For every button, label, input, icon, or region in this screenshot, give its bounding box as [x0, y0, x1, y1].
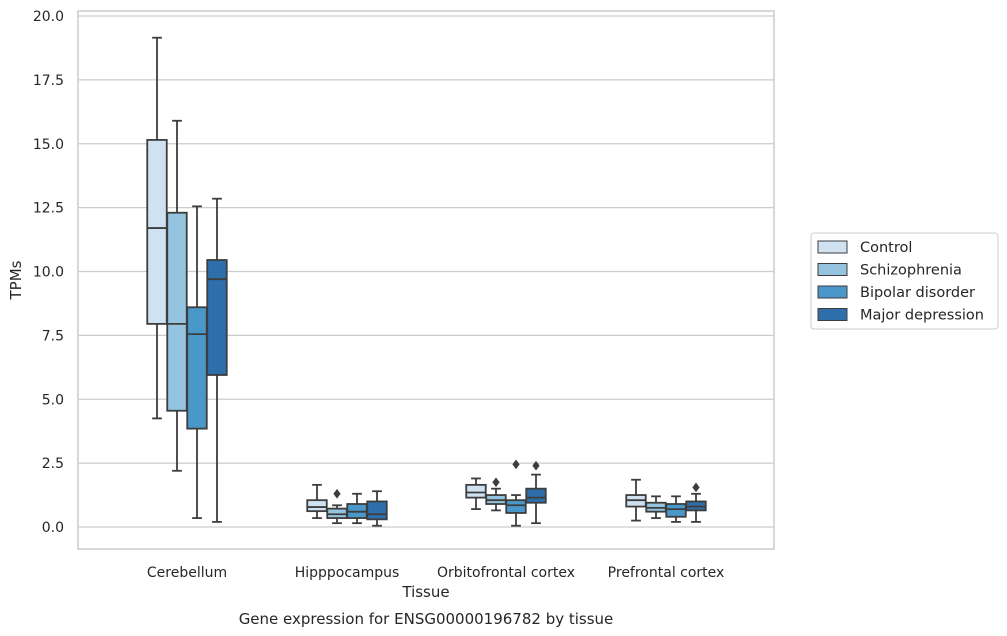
box-bipolar-disorder-0 — [186, 205, 208, 519]
x-tick-label: Orbitofrontal cortex — [437, 565, 575, 581]
outlier-point — [532, 460, 540, 471]
box-schizophrenia-1 — [326, 488, 348, 525]
legend: Control Schizophrenia Bipolar disorder Majo… — [810, 232, 999, 330]
legend-swatch — [817, 308, 848, 321]
y-tick-label: 7.5 — [42, 328, 64, 344]
box-body — [166, 211, 188, 412]
box-bipolar-disorder-1 — [346, 492, 368, 525]
y-tick-label: 0.0 — [42, 520, 64, 536]
box-control-0 — [146, 36, 168, 420]
outlier-point — [492, 477, 500, 488]
legend-swatch — [817, 263, 848, 276]
plot-frame — [77, 10, 775, 550]
box-body — [465, 483, 487, 499]
box-control-3 — [625, 478, 647, 522]
legend-swatch — [817, 240, 848, 254]
y-tick-label: 5.0 — [42, 392, 64, 408]
box-major-depression-2 — [525, 460, 547, 525]
legend-swatch — [817, 285, 848, 299]
box-schizophrenia-0 — [166, 119, 188, 472]
x-tick-labels: Cerebellum Hipppocampus Orbitofrontal cort… — [147, 565, 724, 581]
x-axis-label: Tissue — [401, 583, 449, 601]
legend-entry-label: Bipolar disorder — [860, 285, 975, 301]
outlier-point — [692, 482, 700, 493]
box-body — [366, 500, 388, 521]
y-tick-label: 17.5 — [33, 73, 64, 89]
box-body — [206, 259, 228, 376]
legend-entry-label: Control — [860, 240, 912, 256]
legend-entry-label: Major depression — [860, 308, 984, 324]
chart-caption: Gene expression for ENSG00000196782 by t… — [239, 610, 614, 628]
box-schizophrenia-2 — [485, 477, 507, 512]
box-bipolar-disorder-2 — [505, 459, 527, 527]
box-body — [306, 499, 328, 513]
outlier-point — [512, 459, 520, 470]
legend-frame — [810, 232, 999, 330]
x-tick-label: Cerebellum — [147, 565, 227, 581]
box-control-2 — [465, 477, 487, 511]
y-axis-label: TPMs — [7, 260, 25, 300]
y-tick-label: 15.0 — [33, 137, 64, 153]
y-tick-label: 10.0 — [33, 265, 64, 281]
box-body — [186, 306, 208, 430]
y-tick-label: 20.0 — [33, 9, 64, 25]
box-body — [505, 499, 527, 514]
box-body — [146, 139, 168, 325]
box-major-depression-0 — [206, 197, 228, 523]
x-tick-label: Prefrontal cortex — [608, 565, 725, 581]
box-body — [665, 503, 687, 518]
box-major-depression-3 — [685, 482, 707, 523]
box-schizophrenia-3 — [645, 495, 667, 519]
box-bipolar-disorder-3 — [665, 495, 687, 523]
box-control-1 — [306, 483, 328, 519]
outlier-point — [333, 488, 341, 499]
box-major-depression-1 — [366, 490, 388, 527]
x-tick-label: Hipppocampus — [295, 565, 400, 581]
y-tick-labels: 0.0 2.5 5.0 7.5 10.0 12.5 15.0 17.5 20.0 — [33, 9, 64, 536]
box-body — [525, 487, 547, 504]
legend-entry-label: Schizophrenia — [860, 263, 962, 279]
y-tick-label: 2.5 — [42, 456, 64, 472]
box-plot-marks — [146, 36, 707, 527]
y-tick-label: 12.5 — [33, 201, 64, 217]
